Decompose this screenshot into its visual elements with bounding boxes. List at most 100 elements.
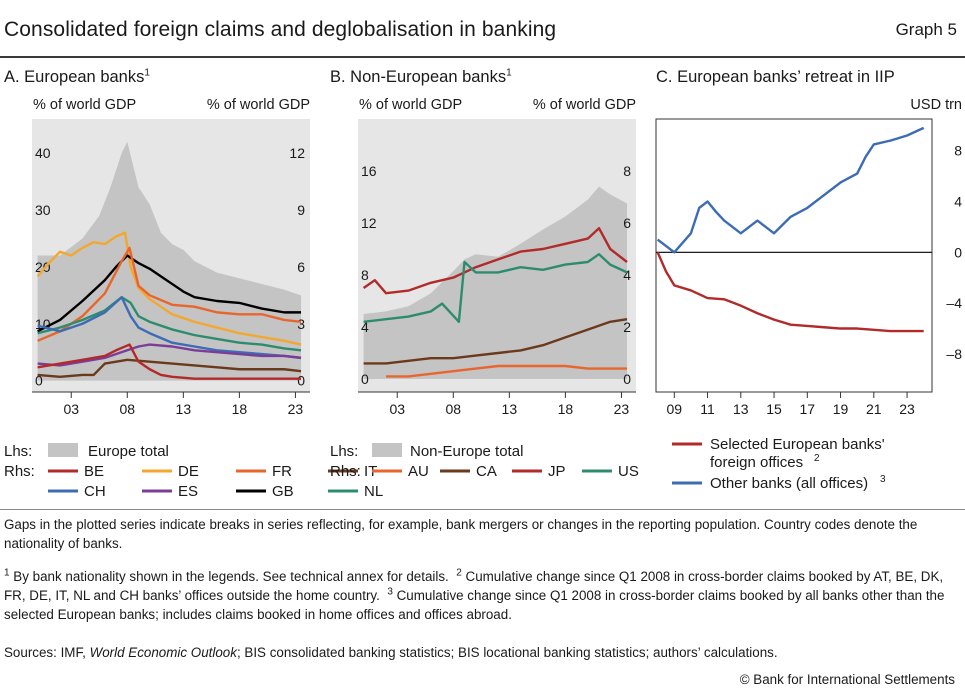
- panel-c-series-european: [656, 251, 924, 333]
- panel-c-x-tick-label: 17: [800, 401, 816, 417]
- panel-c-x-tick-label: 15: [766, 401, 782, 417]
- legend-b-label-ca: CA: [476, 463, 497, 480]
- panel-a-lhs-tick: 30: [35, 202, 51, 218]
- panel-c-y-tick: 0: [954, 244, 962, 260]
- panel-b-rhs-unit: % of world GDP: [533, 97, 636, 113]
- legend-c-label-european: Selected European banks': [710, 436, 885, 453]
- legend-a-area-swatch: [48, 443, 78, 457]
- panel-a-x-tick-label: 08: [119, 401, 135, 417]
- panel-a-legend: Lhs: Europe total Rhs: BE DE FR IT CH ES GB NL: [4, 443, 383, 500]
- panel-c-x-tick-label: 13: [733, 401, 749, 417]
- panel-b-series-us: [363, 252, 628, 323]
- panel-c-x-tick-label: 09: [667, 401, 683, 417]
- panel-a-rhs-unit: % of world GDP: [207, 97, 310, 113]
- panel-a-rhs-tick: 6: [297, 259, 305, 275]
- panel-b-x-tick-label: 08: [445, 401, 461, 417]
- sources-rest: ; BIS consolidated banking statistics; B…: [236, 645, 778, 660]
- panel-b-rhs-tick: 4: [623, 267, 631, 283]
- panel-b-legend: Lhs: Non-Europe total Rhs: AU CA JP US: [330, 443, 639, 480]
- legend-a-rhs-label: Rhs:: [4, 463, 35, 480]
- panel-b-x-tick-label: 23: [614, 401, 630, 417]
- fn3-marker: 3: [387, 586, 393, 598]
- legend-c-label-european-2: foreign offices: [710, 454, 803, 471]
- panel-c-y-tick: 4: [954, 194, 962, 210]
- sources-weo: World Economic Outlook: [89, 645, 237, 660]
- panel-b-area-non-europe-total: [363, 186, 628, 379]
- panel-b-title: B. Non-European banks1: [330, 67, 512, 86]
- panel-b-lhs-tick: 12: [361, 215, 377, 231]
- panel-a-series-de: [36, 231, 302, 346]
- panel-a-lhs-tick: 0: [35, 373, 43, 389]
- legend-b-label-au: AU: [408, 463, 429, 480]
- panel-a-lhs-unit: % of world GDP: [33, 97, 136, 113]
- legend-a-label-gb: GB: [272, 483, 294, 500]
- footnotes: 1 By bank nationality shown in the legen…: [4, 567, 959, 624]
- legend-b-label-jp: JP: [548, 463, 566, 480]
- panel-a-title: A. European banks1: [4, 67, 150, 86]
- graph-number: Graph 5: [895, 20, 957, 39]
- panel-b-rhs-tick: 8: [623, 163, 631, 179]
- panel-a-lhs-tick: 40: [35, 145, 51, 161]
- legend-a-label-de: DE: [178, 463, 199, 480]
- panel-a-area-europe-total: [37, 141, 302, 381]
- panel-b-series-jp: [362, 226, 628, 295]
- legend-b-area-swatch: [372, 443, 402, 457]
- legend-a-label-es: ES: [178, 483, 198, 500]
- legend-a-label-be: BE: [84, 463, 104, 480]
- panel-b-x-tick-label: 03: [389, 401, 405, 417]
- panel-c-chart: –8 –4 0 4 8 09 11 13 15 17 19 21 23 USD trn: [655, 97, 962, 417]
- panel-c-legend: Selected European banks'foreign offices 2…: [672, 436, 886, 492]
- panel-a-x-tick-label: 23: [288, 401, 304, 417]
- fn1-text: By bank nationality shown in the legends…: [13, 569, 449, 584]
- panel-b-lhs-tick: 0: [361, 371, 369, 387]
- panel-a-x-tick-label: 18: [232, 401, 248, 417]
- legend-a-label-nl: NL: [364, 483, 383, 500]
- panel-c-x-tick-label: 21: [866, 401, 882, 417]
- panel-a-series-es: [37, 343, 302, 367]
- panel-c-unit: USD trn: [910, 97, 962, 113]
- panel-c-series-other: [656, 126, 925, 254]
- panel-a-lhs-tick: 20: [35, 259, 51, 275]
- legend-b-rhs-label: Rhs:: [330, 463, 361, 480]
- panel-c-y-tick: 8: [954, 143, 962, 159]
- panel-b-lhs-unit: % of world GDP: [359, 97, 462, 113]
- panel-c-y-tick: –8: [946, 346, 962, 362]
- panel-a-series-ch: [37, 296, 302, 360]
- panel-b-x-tick-label: 18: [558, 401, 574, 417]
- panel-a-series-it: [37, 358, 302, 379]
- panel-a-rhs-tick: 12: [289, 145, 305, 161]
- legend-c-sup-2: 2: [814, 453, 820, 464]
- panel-b-rhs-tick: 0: [623, 371, 631, 387]
- panel-b-series-au: [386, 364, 628, 378]
- panel-c-title: C. European banks’ retreat in IIP: [656, 68, 895, 86]
- legend-c-label-other: Other banks (all offices): [710, 475, 868, 492]
- panel-c-y-tick: –4: [946, 295, 962, 311]
- fn3-text: Cumulative change since Q1 2008 in cross…: [4, 588, 945, 622]
- legend-c-sup-3: 3: [880, 474, 886, 485]
- panel-a-series-nl: [37, 296, 302, 352]
- panel-b-lhs-tick: 8: [361, 267, 369, 283]
- panel-b-rhs-tick: 2: [623, 319, 631, 335]
- legend-a-label-fr: FR: [272, 463, 292, 480]
- page-title: Consolidated foreign claims and deglobal…: [4, 18, 557, 41]
- panel-a-rhs-tick: 0: [297, 373, 305, 389]
- panel-b-lhs-tick: 4: [361, 319, 369, 335]
- panel-c-x-tick-label: 19: [833, 401, 849, 417]
- top-rule: [0, 56, 965, 58]
- panel-a-series-gb: [37, 254, 302, 333]
- panel-a-x-tick-label: 13: [176, 401, 192, 417]
- panel-a-rhs-tick: 3: [297, 316, 305, 332]
- legend-b-label-us: US: [618, 463, 639, 480]
- panel-b-chart: 0 4 8 12 16 0 2 4 6 8 03 08 13 18 23 % of world GDP % of…: [358, 97, 636, 417]
- legend-a-lhs-label: Lhs:: [4, 443, 32, 460]
- panel-c-x-tick-label: 11: [700, 401, 715, 417]
- legend-a-label-ch: CH: [84, 483, 106, 500]
- fn2-marker: 2: [456, 567, 462, 579]
- panel-c-frame: [655, 118, 933, 393]
- legend-a-area-label: Europe total: [88, 443, 169, 460]
- panel-b-lhs-tick: 16: [361, 163, 377, 179]
- legend-b-lhs-label: Lhs:: [330, 443, 358, 460]
- panel-c-x-tick-label: 23: [899, 401, 915, 417]
